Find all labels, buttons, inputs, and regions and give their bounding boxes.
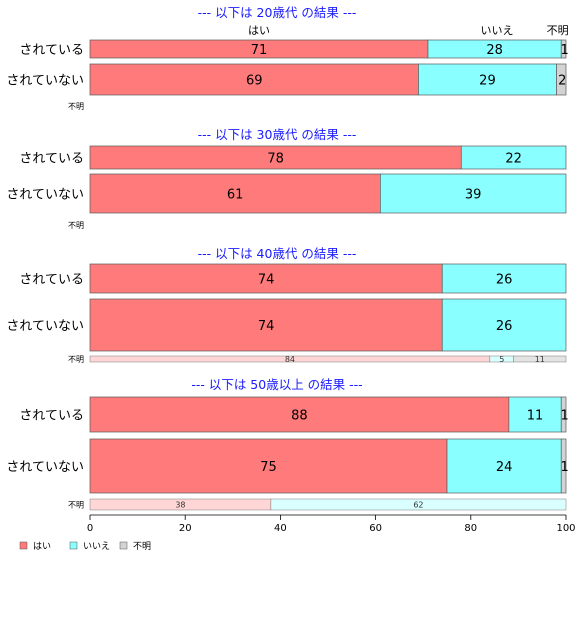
data-label: 62 bbox=[413, 501, 423, 510]
row-label: されている bbox=[19, 409, 84, 424]
legend-swatch-はい bbox=[19, 541, 28, 550]
bar-segment-不明 bbox=[560, 39, 567, 59]
data-label: 28 bbox=[486, 43, 503, 58]
row-label: されていない bbox=[6, 319, 84, 334]
row-label: されていない bbox=[6, 188, 84, 203]
data-label: 2 bbox=[558, 74, 566, 89]
legend-swatch-いいえ bbox=[69, 541, 78, 550]
data-label: 1 bbox=[560, 460, 568, 475]
column-header-0: はい bbox=[248, 24, 270, 37]
data-label: 71 bbox=[251, 43, 268, 58]
row-label: 不明 bbox=[68, 355, 84, 364]
data-label: 11 bbox=[535, 355, 545, 364]
row-label: 不明 bbox=[68, 501, 84, 510]
row-label: されている bbox=[19, 152, 84, 167]
bar-segment-いいえ bbox=[418, 63, 557, 96]
data-label: 38 bbox=[175, 501, 185, 510]
legend-label: 不明 bbox=[133, 541, 151, 552]
data-label: 61 bbox=[227, 188, 244, 203]
data-label: 24 bbox=[496, 460, 513, 475]
data-label: 29 bbox=[479, 74, 496, 89]
bar-segment-はい bbox=[89, 263, 443, 294]
bar-segment-はい bbox=[89, 173, 381, 214]
row-label: されていない bbox=[6, 74, 84, 89]
x-tick-label: 60 bbox=[369, 523, 382, 534]
data-label: 5 bbox=[499, 355, 504, 364]
bar-segment-はい bbox=[89, 438, 448, 494]
bar-segment-不明 bbox=[560, 438, 567, 494]
bar-segment-いいえ bbox=[270, 498, 567, 511]
group-title-2: --- 以下は 40歳代 の結果 --- bbox=[198, 246, 357, 261]
bar-segment-いいえ bbox=[508, 396, 562, 433]
legend-label: いいえ bbox=[83, 541, 110, 552]
row-label: されていない bbox=[6, 460, 84, 475]
column-header-2: 不明 bbox=[547, 24, 569, 37]
legend-label: はい bbox=[33, 541, 51, 552]
data-label: 1 bbox=[560, 43, 568, 58]
data-label: 88 bbox=[291, 409, 308, 424]
group-title-1: --- 以下は 30歳代 の結果 --- bbox=[198, 127, 357, 142]
data-label: 22 bbox=[505, 152, 522, 167]
data-label: 74 bbox=[258, 319, 275, 334]
data-label: 26 bbox=[496, 319, 513, 334]
bar-segment-不明 bbox=[556, 63, 567, 96]
data-label: 69 bbox=[246, 74, 263, 89]
bar-segment-いいえ bbox=[446, 438, 562, 494]
bar-segment-いいえ bbox=[441, 298, 567, 352]
x-tick-label: 40 bbox=[274, 523, 287, 534]
group-title-3: --- 以下は 50歳以上 の結果 --- bbox=[191, 377, 362, 392]
data-label: 11 bbox=[527, 409, 544, 424]
row-label: されている bbox=[19, 43, 84, 58]
column-header-1: いいえ bbox=[480, 24, 513, 37]
group-title-0: --- 以下は 20歳代 の結果 --- bbox=[198, 5, 357, 20]
row-label: されている bbox=[19, 273, 84, 288]
data-label: 74 bbox=[258, 273, 275, 288]
bar-segment-不明 bbox=[560, 396, 567, 433]
x-tick-label: 100 bbox=[556, 523, 575, 534]
data-label: 75 bbox=[260, 460, 277, 475]
bar-segment-いいえ bbox=[380, 173, 567, 214]
bar-segment-不明 bbox=[513, 355, 567, 363]
row-label: 不明 bbox=[68, 221, 84, 230]
row-label: 不明 bbox=[68, 102, 84, 111]
legend-swatch-不明 bbox=[119, 541, 128, 550]
x-tick-label: 80 bbox=[464, 523, 477, 534]
bar-segment-いいえ bbox=[460, 145, 567, 170]
x-tick-label: 20 bbox=[179, 523, 192, 534]
x-tick-label: 0 bbox=[87, 523, 93, 534]
data-label: 78 bbox=[267, 152, 284, 167]
data-label: 1 bbox=[560, 409, 568, 424]
data-label: 39 bbox=[465, 188, 482, 203]
bar-segment-はい bbox=[89, 396, 510, 433]
bar-segment-いいえ bbox=[441, 263, 567, 294]
data-label: 84 bbox=[285, 355, 295, 364]
data-label: 26 bbox=[496, 273, 513, 288]
